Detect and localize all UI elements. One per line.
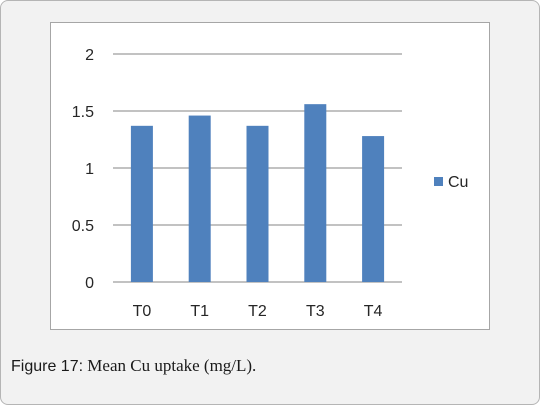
bar-t4 xyxy=(362,136,385,282)
legend-label: Cu xyxy=(448,174,468,191)
y-tick-label: 1 xyxy=(85,161,94,178)
y-tick-label: 0 xyxy=(85,275,94,292)
chart-box xyxy=(50,22,490,330)
caption-label: Figure 17: xyxy=(11,358,84,375)
bar-t2 xyxy=(246,125,269,282)
x-tick-label: T2 xyxy=(248,303,267,320)
legend-swatch xyxy=(434,177,443,186)
y-tick-label: 0.5 xyxy=(72,218,94,235)
x-tick-label: T4 xyxy=(364,303,383,320)
x-tick-label: T0 xyxy=(133,303,152,320)
bar-t0 xyxy=(130,125,153,282)
x-tick-label: T3 xyxy=(306,303,325,320)
bar-chart: 0 0.5 1 1.5 2 T0 T1 T2 T3 T4 Cu xyxy=(72,47,469,320)
figure-caption: Figure 17: Mean Cu uptake (mg/L). xyxy=(11,356,256,376)
bar-t1 xyxy=(188,115,211,282)
y-tick-label: 1.5 xyxy=(72,104,94,121)
caption-text: Mean Cu uptake (mg/L). xyxy=(83,356,257,375)
bar-t3 xyxy=(304,104,327,282)
y-tick-label: 2 xyxy=(85,47,94,64)
x-tick-label: T1 xyxy=(190,303,209,320)
